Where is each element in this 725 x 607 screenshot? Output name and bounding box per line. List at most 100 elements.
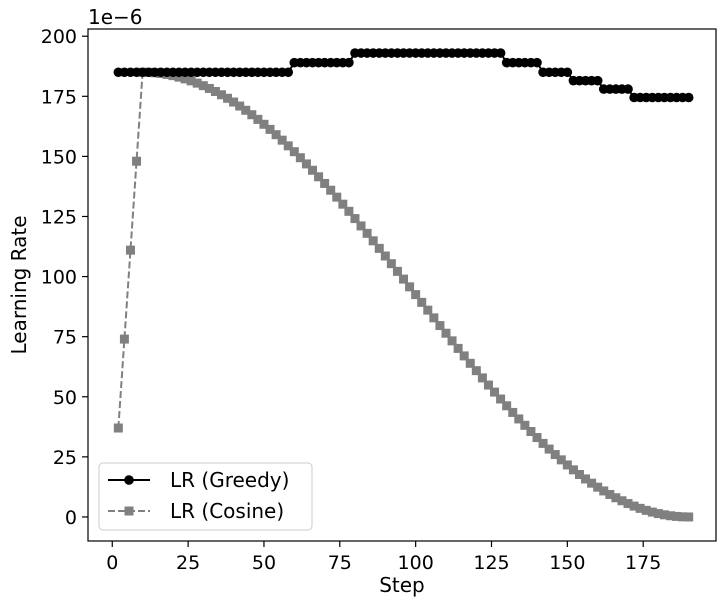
cosine-point (332, 192, 342, 202)
cosine-point (453, 343, 463, 353)
series-layer (113, 48, 694, 522)
cosine-point (441, 328, 451, 338)
legend-marker-greedy (124, 475, 134, 485)
x-tick-label: 50 (252, 552, 276, 574)
cosine-point (665, 511, 675, 521)
cosine-point (471, 366, 481, 376)
cosine-point (538, 438, 548, 448)
cosine-point (210, 86, 220, 96)
cosine-point (526, 427, 536, 437)
cosine-point (356, 221, 366, 231)
cosine-point (223, 93, 233, 103)
cosine-point (326, 185, 336, 195)
cosine-point (587, 478, 597, 488)
cosine-point (289, 147, 299, 157)
cosine-point (659, 510, 669, 520)
cosine-point (435, 321, 445, 331)
cosine-point (653, 509, 663, 519)
y-tick-label: 125 (41, 206, 77, 228)
cosine-point (247, 110, 257, 120)
cosine-point (611, 493, 621, 503)
x-tick-label: 125 (473, 552, 509, 574)
greedy-point (495, 48, 506, 58)
legend: LR (Greedy) LR (Cosine) (98, 462, 313, 531)
cosine-point (295, 153, 305, 163)
cosine-point (253, 114, 263, 124)
plot-frame (87, 28, 717, 542)
y-axis-label: Learning Rate (7, 215, 31, 354)
greedy-point (562, 67, 573, 78)
y-tick-label: 200 (41, 26, 77, 48)
cosine-point (568, 465, 578, 475)
x-tick-label: 150 (549, 552, 585, 574)
y-scale-label: 1e−6 (88, 5, 143, 29)
x-tick-label: 100 (398, 552, 434, 574)
cosine-point (550, 450, 560, 460)
y-tick-label: 75 (53, 327, 77, 349)
cosine-point (119, 334, 129, 344)
cosine-point (113, 423, 123, 433)
cosine-point (593, 482, 603, 492)
cosine-point (581, 474, 591, 484)
cosine-point (204, 83, 214, 93)
greedy-point (592, 75, 603, 86)
cosine-point (368, 236, 378, 246)
cosine-point (283, 141, 293, 151)
cosine-point (496, 394, 506, 404)
cosine-point (562, 460, 572, 470)
cosine-point (544, 444, 554, 454)
cosine-point (599, 486, 609, 496)
cosine-point (574, 469, 584, 479)
cosine-point (447, 336, 457, 346)
y-tick-label: 100 (41, 267, 77, 289)
cosine-point (392, 266, 402, 276)
cosine-point (672, 511, 682, 521)
greedy-point (532, 57, 542, 68)
y-tick-label: 50 (53, 387, 77, 409)
cosine-point (301, 159, 311, 169)
cosine-point (465, 358, 475, 368)
legend-box (98, 462, 313, 531)
x-tick-label: 75 (328, 552, 352, 574)
y-tick-label: 25 (53, 447, 77, 469)
cosine-point (477, 373, 487, 383)
cosine-point (125, 245, 135, 255)
cosine-point (229, 97, 239, 107)
cosine-point (629, 501, 639, 511)
cosine-point (520, 420, 530, 430)
cosine-point (186, 76, 196, 86)
cosine-point (459, 351, 469, 361)
y-tick-label: 150 (41, 146, 77, 168)
greedy-point (623, 84, 633, 94)
cosine-point (216, 90, 226, 100)
x-tick-label: 175 (625, 552, 661, 574)
legend-label-cosine: LR (Cosine) (170, 499, 284, 523)
cosine-point (235, 101, 245, 111)
cosine-point (678, 512, 688, 522)
cosine-point (483, 380, 493, 390)
cosine-point (380, 251, 390, 261)
cosine-point (405, 282, 415, 292)
cosine-point (417, 297, 427, 307)
legend-label-greedy: LR (Greedy) (170, 468, 289, 492)
cosine-point (556, 455, 566, 465)
cosine-point (605, 489, 615, 499)
cosine-point (684, 512, 694, 522)
y-tick-label: 0 (65, 507, 77, 529)
cosine-point (617, 496, 627, 506)
cosine-point (198, 81, 208, 91)
cosine-point (259, 119, 269, 129)
x-tick-label: 0 (106, 552, 118, 574)
cosine-point (411, 290, 421, 300)
cosine-point (180, 74, 190, 84)
cosine-point (429, 313, 439, 323)
cosine-point (502, 401, 512, 411)
cosine-point (647, 507, 657, 517)
cosine-point (490, 387, 500, 397)
cosine-point (265, 124, 275, 134)
greedy-point (344, 57, 354, 68)
cosine-point (399, 274, 409, 284)
cosine-point (174, 72, 184, 82)
cosine-point (241, 105, 251, 115)
